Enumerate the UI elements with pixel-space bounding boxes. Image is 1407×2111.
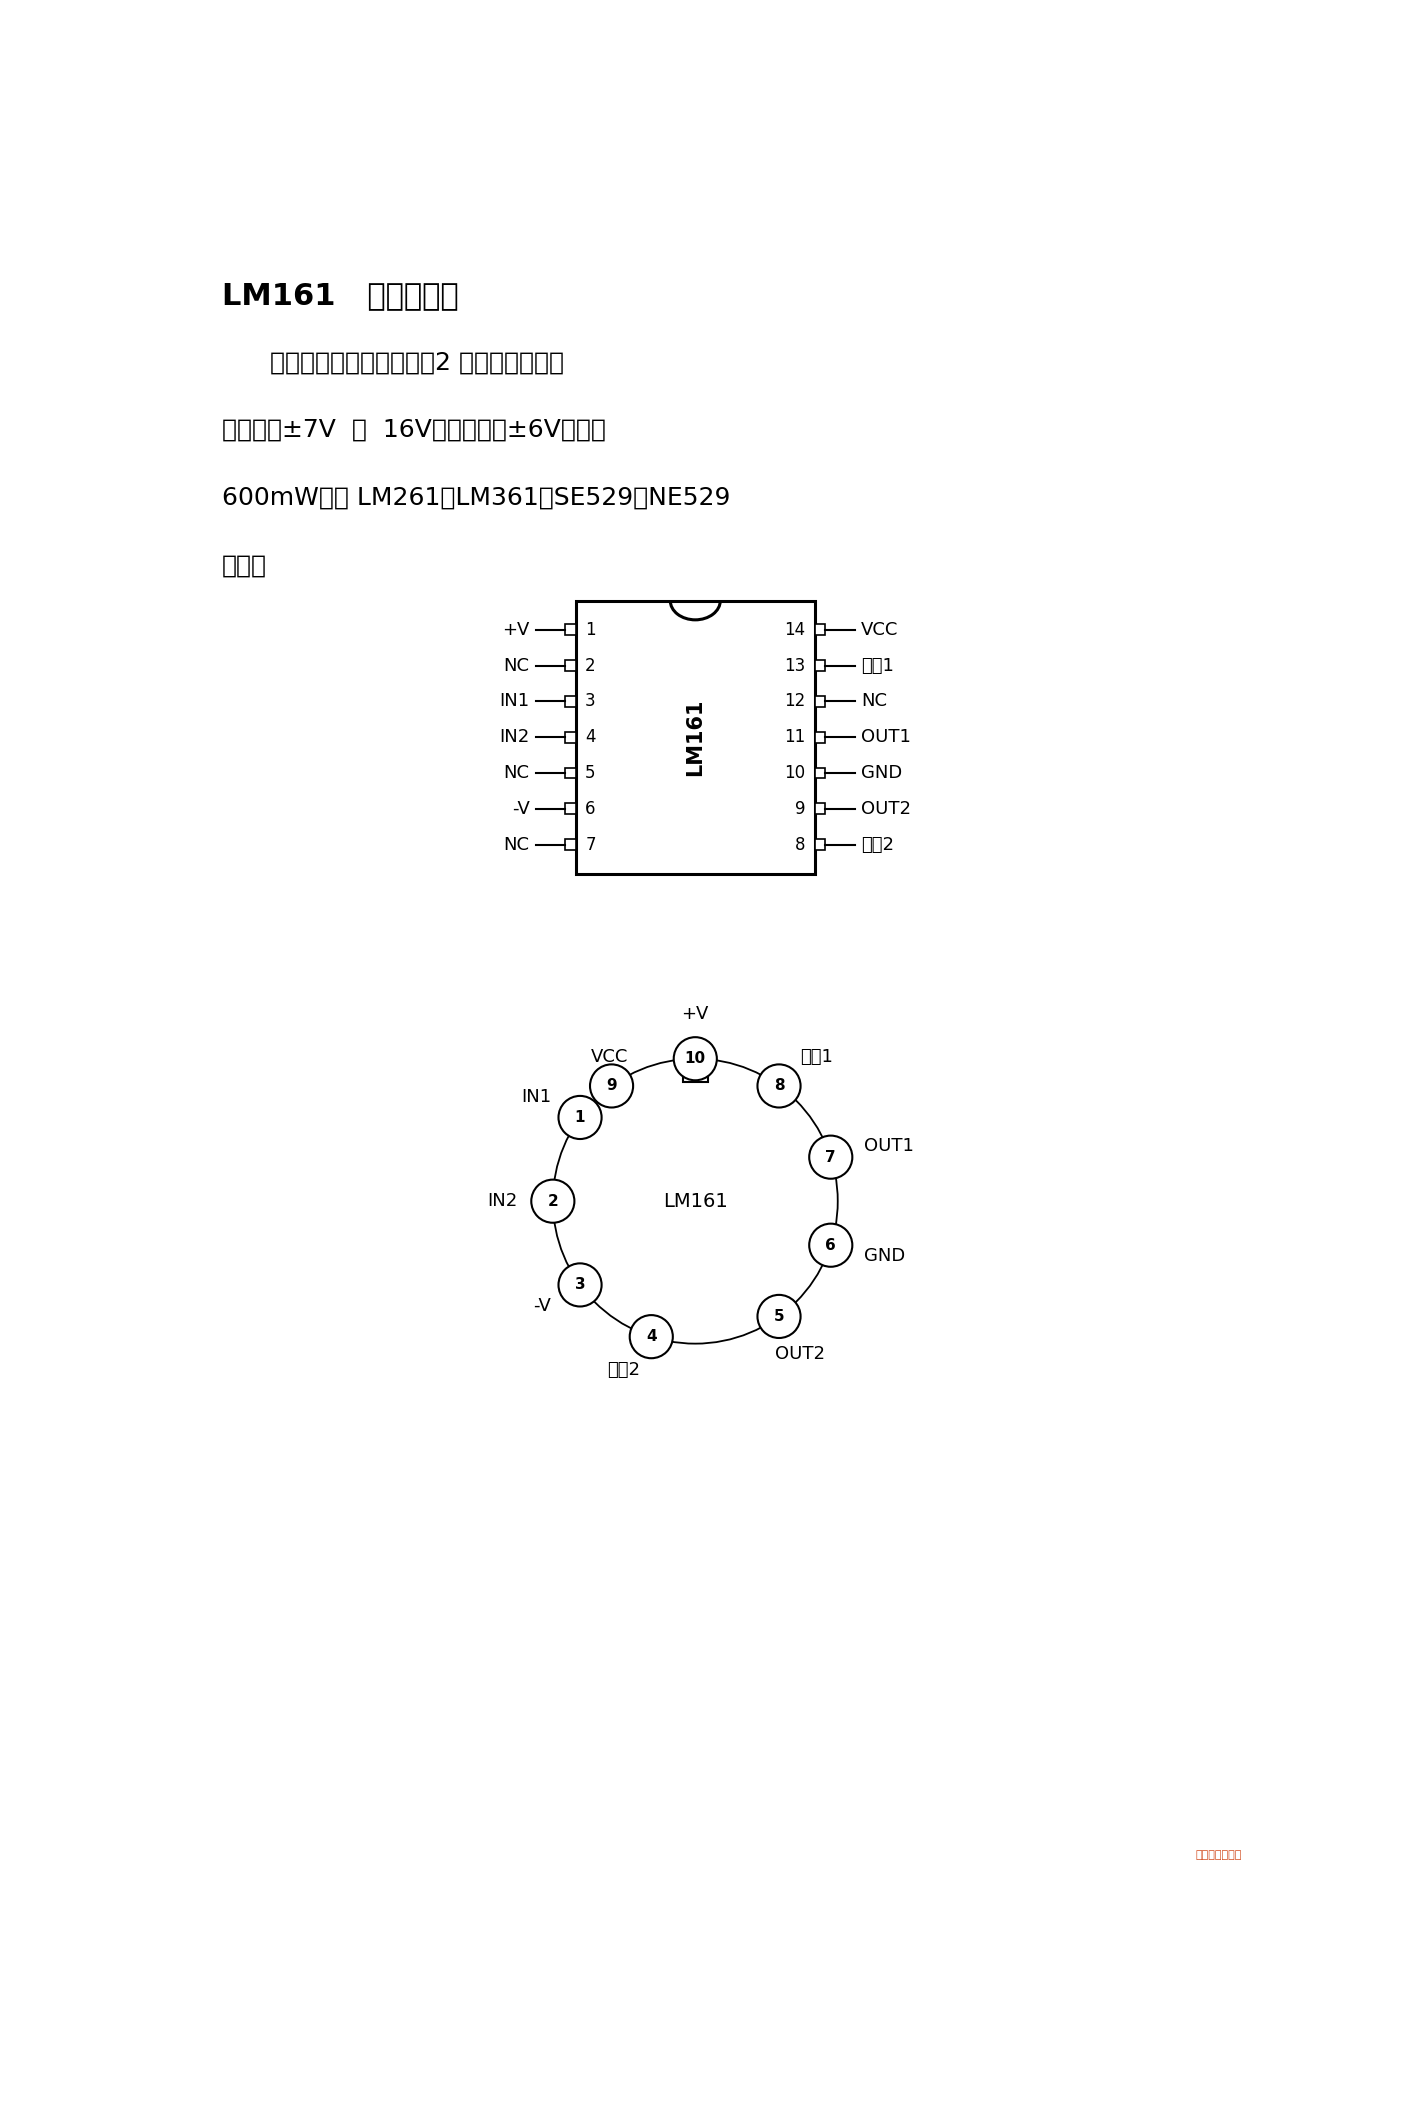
Circle shape bbox=[559, 1262, 602, 1307]
Text: 闸门1: 闸门1 bbox=[799, 1049, 833, 1066]
Text: 兼容。: 兼容。 bbox=[222, 553, 267, 578]
Bar bbox=[815, 625, 826, 635]
Text: NC: NC bbox=[504, 836, 530, 853]
Text: 4: 4 bbox=[646, 1330, 657, 1345]
Text: 2: 2 bbox=[547, 1193, 559, 1210]
Text: 14: 14 bbox=[784, 621, 805, 640]
Text: VCC: VCC bbox=[861, 621, 898, 640]
Text: 10: 10 bbox=[784, 764, 805, 781]
Circle shape bbox=[590, 1064, 633, 1108]
Text: 8: 8 bbox=[774, 1079, 784, 1093]
Text: OUT2: OUT2 bbox=[775, 1345, 825, 1364]
Text: 5: 5 bbox=[774, 1309, 784, 1324]
Text: NC: NC bbox=[504, 657, 530, 676]
Bar bbox=[815, 733, 826, 743]
Text: 13: 13 bbox=[784, 657, 805, 676]
Bar bbox=[566, 625, 575, 635]
Bar bbox=[575, 602, 815, 874]
Text: 10: 10 bbox=[685, 1051, 706, 1066]
Text: 闸门2: 闸门2 bbox=[608, 1362, 640, 1378]
Text: 1: 1 bbox=[585, 621, 595, 640]
Bar bbox=[815, 840, 826, 851]
Bar bbox=[566, 697, 575, 707]
Circle shape bbox=[674, 1037, 716, 1081]
Text: 8: 8 bbox=[795, 836, 805, 853]
Text: 7: 7 bbox=[585, 836, 595, 853]
Text: 可单电源或双电源工作；2 输出延迟一致；: 可单电源或双电源工作；2 输出延迟一致； bbox=[222, 350, 564, 374]
Text: 4: 4 bbox=[585, 728, 595, 747]
Text: 9: 9 bbox=[795, 800, 805, 817]
Text: 6: 6 bbox=[826, 1237, 836, 1252]
Text: +V: +V bbox=[681, 1005, 709, 1024]
Text: IN2: IN2 bbox=[499, 728, 530, 747]
Circle shape bbox=[757, 1294, 801, 1338]
Text: GND: GND bbox=[861, 764, 902, 781]
Text: +V: +V bbox=[502, 621, 530, 640]
Text: NC: NC bbox=[861, 692, 886, 711]
Text: 闸门1: 闸门1 bbox=[861, 657, 893, 676]
Text: -V: -V bbox=[533, 1296, 552, 1315]
Text: 600mW。同 LM261、LM361、SE529、NE529: 600mW。同 LM261、LM361、SE529、NE529 bbox=[222, 486, 730, 511]
Text: NC: NC bbox=[504, 764, 530, 781]
Text: IN1: IN1 bbox=[499, 692, 530, 711]
Text: LM161: LM161 bbox=[685, 699, 705, 777]
Text: 维库电子市场网: 维库电子市场网 bbox=[1196, 1849, 1242, 1860]
Bar bbox=[566, 804, 575, 815]
Bar bbox=[566, 840, 575, 851]
Text: 工作电压±7V  或  16V；输入电压±6V；功耗: 工作电压±7V 或 16V；输入电压±6V；功耗 bbox=[222, 418, 605, 441]
Text: OUT1: OUT1 bbox=[864, 1138, 915, 1155]
Bar bbox=[566, 733, 575, 743]
Text: 11: 11 bbox=[784, 728, 805, 747]
Bar bbox=[815, 697, 826, 707]
Text: 1: 1 bbox=[575, 1110, 585, 1125]
Text: 12: 12 bbox=[784, 692, 805, 711]
Bar bbox=[566, 661, 575, 671]
Text: 闸门2: 闸门2 bbox=[861, 836, 893, 853]
Text: IN1: IN1 bbox=[521, 1087, 552, 1106]
Text: LM161   电压比较器: LM161 电压比较器 bbox=[222, 281, 459, 310]
Text: -V: -V bbox=[512, 800, 530, 817]
Text: VCC: VCC bbox=[591, 1049, 628, 1066]
Text: 5: 5 bbox=[585, 764, 595, 781]
Bar bbox=[682, 1064, 708, 1081]
Text: 9: 9 bbox=[606, 1079, 616, 1093]
Circle shape bbox=[757, 1064, 801, 1108]
Circle shape bbox=[532, 1180, 574, 1222]
Text: 3: 3 bbox=[585, 692, 595, 711]
Text: GND: GND bbox=[864, 1248, 906, 1264]
Bar bbox=[815, 661, 826, 671]
Text: 3: 3 bbox=[574, 1277, 585, 1292]
Text: OUT2: OUT2 bbox=[861, 800, 910, 817]
Circle shape bbox=[809, 1136, 853, 1178]
Text: 6: 6 bbox=[585, 800, 595, 817]
Text: IN2: IN2 bbox=[487, 1193, 518, 1210]
Bar bbox=[815, 804, 826, 815]
Circle shape bbox=[559, 1096, 602, 1140]
Text: OUT1: OUT1 bbox=[861, 728, 910, 747]
Circle shape bbox=[809, 1224, 853, 1267]
Bar bbox=[815, 768, 826, 779]
Text: LM161: LM161 bbox=[663, 1193, 727, 1212]
Text: 2: 2 bbox=[585, 657, 595, 676]
Text: 7: 7 bbox=[826, 1150, 836, 1165]
Bar bbox=[566, 768, 575, 779]
Circle shape bbox=[630, 1315, 673, 1357]
